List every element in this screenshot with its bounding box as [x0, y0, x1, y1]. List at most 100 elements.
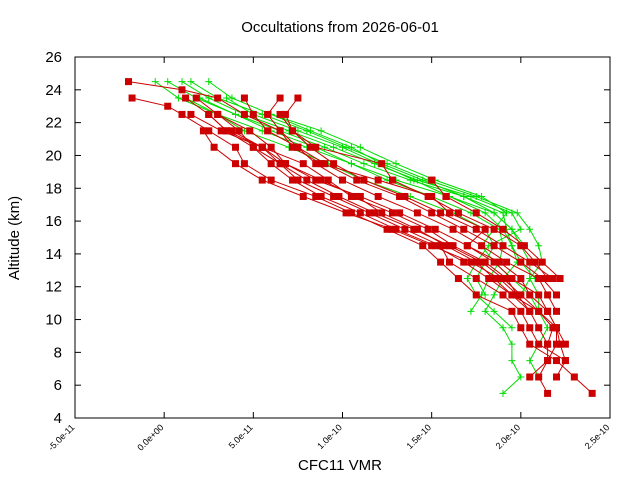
data-point	[553, 373, 560, 381]
data-point	[413, 225, 421, 233]
data-point	[276, 127, 284, 135]
data-point	[210, 143, 218, 151]
data-point	[499, 242, 507, 250]
data-point	[517, 242, 525, 250]
data-point	[240, 110, 248, 118]
data-point	[276, 94, 284, 102]
data-point	[178, 86, 186, 94]
data-point	[388, 209, 396, 217]
data-point	[232, 160, 239, 168]
data-point	[324, 176, 332, 184]
data-point	[178, 78, 186, 86]
data-point	[223, 127, 231, 135]
data-point	[478, 242, 486, 250]
data-point	[317, 192, 325, 200]
data-point	[549, 275, 557, 283]
data-point	[178, 110, 186, 118]
data-point	[463, 242, 471, 250]
data-point	[228, 127, 236, 135]
x-tick-label: 1.0e-10	[315, 422, 344, 451]
data-point	[240, 160, 248, 168]
data-point	[467, 258, 475, 266]
data-point	[460, 258, 468, 266]
data-point	[249, 110, 257, 118]
data-point	[490, 291, 498, 299]
data-point	[513, 291, 521, 299]
data-point	[330, 143, 338, 151]
data-point	[335, 192, 343, 200]
data-point	[517, 324, 525, 332]
profile-series	[223, 94, 539, 283]
data-point	[503, 209, 511, 217]
data-point	[463, 275, 471, 283]
data-point	[264, 110, 272, 118]
data-point	[428, 176, 436, 184]
data-point	[428, 242, 436, 250]
data-point	[312, 176, 320, 184]
data-point	[544, 357, 552, 365]
data-point	[182, 94, 190, 102]
data-point	[235, 127, 243, 135]
data-point	[419, 242, 427, 250]
data-point	[317, 160, 325, 168]
y-axis: 4 6 8 10 12 14 16 18 20 22 24 26	[45, 49, 610, 427]
data-point	[199, 127, 207, 135]
data-point	[276, 160, 284, 168]
data-point	[360, 160, 368, 168]
y-tick-label: 22	[45, 115, 62, 132]
profile-series	[264, 94, 560, 299]
data-point	[449, 242, 457, 250]
data-point	[449, 225, 457, 233]
data-point	[383, 225, 391, 233]
data-point	[472, 209, 480, 217]
data-point	[570, 373, 578, 381]
data-point	[303, 176, 311, 184]
data-point	[526, 307, 534, 315]
data-point	[396, 209, 404, 217]
y-tick-label: 18	[45, 180, 62, 197]
x-tick-label: 1.5e-10	[404, 422, 433, 451]
data-point	[517, 291, 525, 299]
data-point	[508, 291, 516, 299]
data-point	[312, 160, 320, 168]
data-point	[267, 160, 275, 168]
data-point	[499, 324, 507, 332]
data-point	[330, 160, 338, 168]
data-point	[561, 357, 569, 365]
data-point	[517, 258, 525, 266]
data-point	[553, 291, 560, 299]
data-point	[431, 225, 439, 233]
data-point	[347, 143, 355, 151]
data-point	[396, 192, 404, 200]
data-point	[258, 143, 266, 151]
data-point	[538, 258, 546, 266]
data-point	[553, 307, 560, 315]
data-point	[392, 225, 400, 233]
data-point	[164, 102, 172, 110]
data-point	[413, 209, 421, 217]
data-point	[517, 373, 525, 381]
data-point	[490, 242, 498, 250]
data-point	[267, 143, 275, 151]
data-point	[128, 94, 136, 102]
data-point	[223, 94, 231, 102]
data-point	[424, 192, 432, 200]
data-point	[205, 127, 213, 135]
data-point	[294, 176, 302, 184]
y-tick-label: 8	[54, 344, 62, 361]
data-point	[356, 209, 364, 217]
data-point	[495, 258, 503, 266]
data-point	[317, 176, 325, 184]
data-point	[499, 275, 507, 283]
data-point	[508, 307, 516, 315]
data-point	[549, 324, 557, 332]
profile-series	[164, 78, 525, 397]
data-point	[508, 242, 516, 250]
data-point	[553, 324, 560, 332]
series-line	[284, 97, 554, 279]
data-point	[192, 94, 200, 102]
data-point	[517, 275, 525, 283]
series-line	[128, 81, 557, 394]
data-point	[561, 340, 569, 348]
